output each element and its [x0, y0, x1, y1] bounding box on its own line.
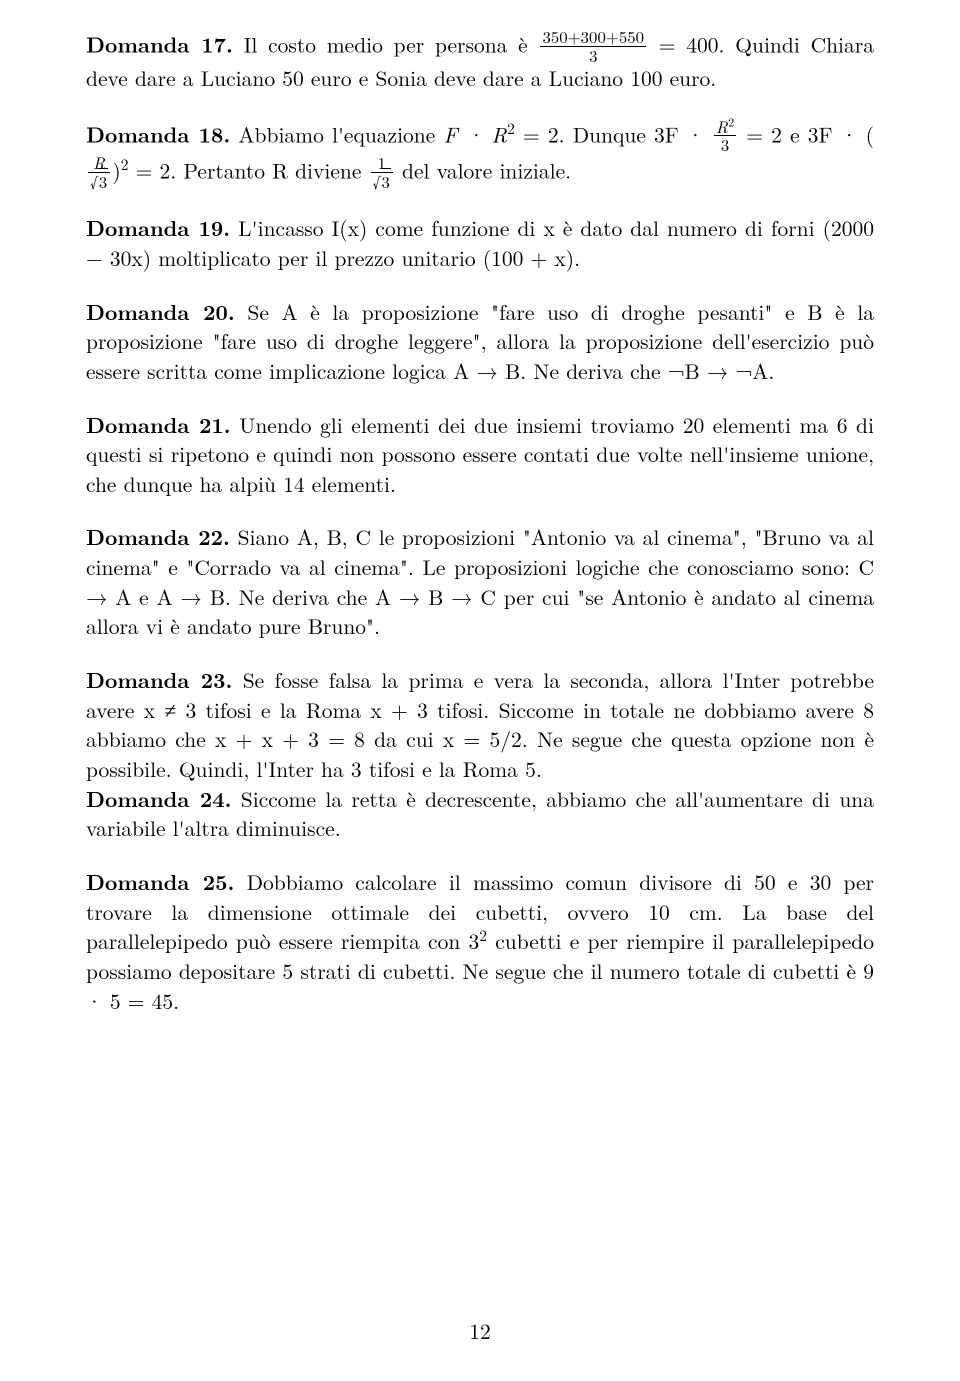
page-number: 12 [0, 1317, 960, 1347]
question-24: Domanda 24. Siccome la retta è decrescen… [86, 785, 874, 844]
fraction: R23 [714, 118, 736, 154]
fraction: 13 [371, 154, 393, 190]
fraction: 350+300+550 3 [540, 28, 646, 64]
question-20: Domanda 20. Se A è la proposizione "fare… [86, 298, 874, 387]
question-19: Domanda 19. L'incasso I(x) come funzione… [86, 214, 874, 273]
question-17-text-1: Il costo medio per persona è [244, 29, 528, 59]
question-25: Domanda 25. Dobbiamo calcolare il massim… [86, 868, 874, 1016]
question-22: Domanda 22. Siano A, B, C le proposizion… [86, 523, 874, 642]
question-18-text-a: Abbiamo l'equazione [238, 119, 443, 149]
question-17: Domanda 17. Il costo medio per persona è… [86, 28, 874, 94]
question-21-label: Domanda 21. [86, 410, 231, 440]
question-22-label: Domanda 22. [86, 522, 230, 552]
fraction: R3 [88, 154, 110, 190]
question-21: Domanda 21. Unendo gli elementi dei due … [86, 411, 874, 500]
question-17-label: Domanda 17. [86, 29, 233, 59]
question-23: Domanda 23. Se fosse falsa la prima e ve… [86, 666, 874, 785]
question-18-label: Domanda 18. [86, 119, 230, 149]
page: Domanda 17. Il costo medio per persona è… [0, 0, 960, 1381]
question-25-label: Domanda 25. [86, 867, 234, 897]
question-20-label: Domanda 20. [86, 297, 235, 327]
question-23-label: Domanda 23. [86, 665, 232, 695]
question-24-label: Domanda 24. [86, 784, 231, 814]
question-19-label: Domanda 19. [86, 213, 230, 243]
question-18: Domanda 18. Abbiamo l'equazione F · R2 =… [86, 118, 874, 190]
